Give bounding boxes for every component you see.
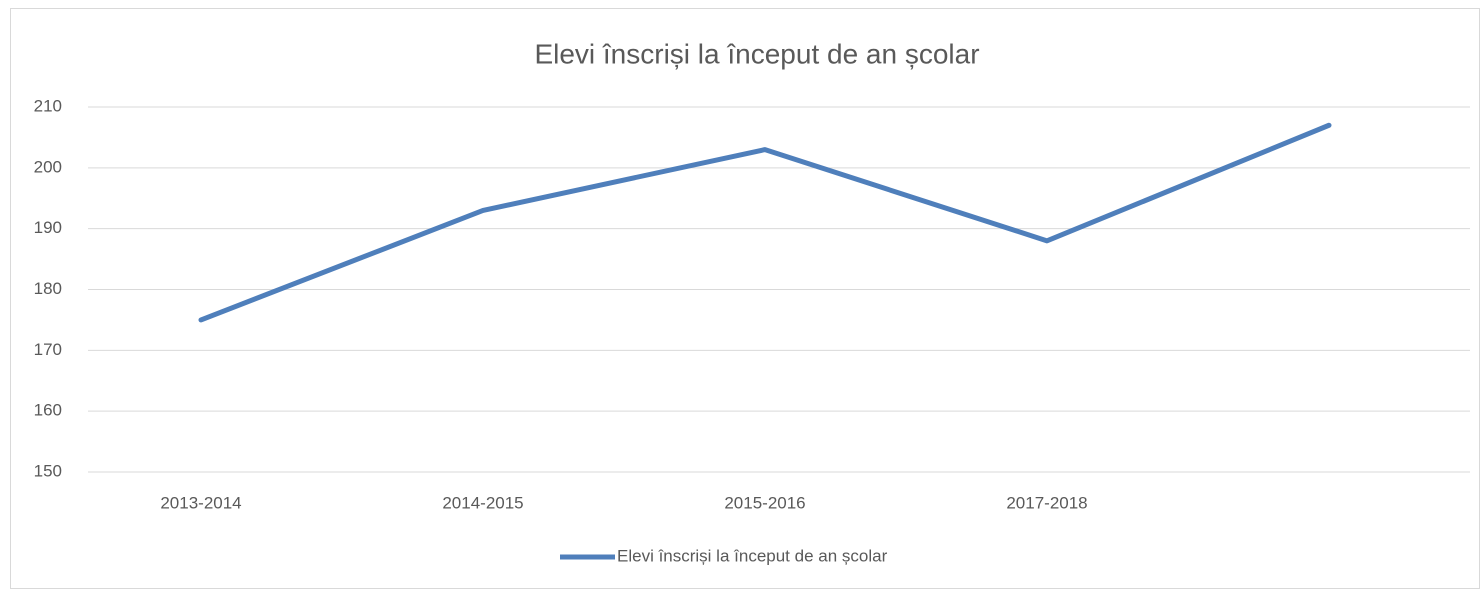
y-tick-label: 200 bbox=[34, 157, 62, 176]
y-tick-label: 150 bbox=[34, 461, 62, 480]
x-tick-label: 2013-2014 bbox=[160, 493, 241, 512]
y-tick-label: 190 bbox=[34, 218, 62, 237]
y-tick-label: 180 bbox=[34, 279, 62, 298]
x-tick-label: 2015-2016 bbox=[724, 493, 805, 512]
x-tick-label: 2014-2015 bbox=[442, 493, 523, 512]
x-tick-label: 2017-2018 bbox=[1006, 493, 1087, 512]
y-tick-label: 210 bbox=[34, 96, 62, 115]
legend-label: Elevi înscriși la început de an școlar bbox=[617, 546, 888, 565]
line bbox=[198, 122, 1332, 323]
y-tick-label: 160 bbox=[34, 401, 62, 420]
chart-title: Elevi înscriși la început de an școlar bbox=[534, 38, 979, 69]
y-tick-label: 170 bbox=[34, 340, 62, 359]
